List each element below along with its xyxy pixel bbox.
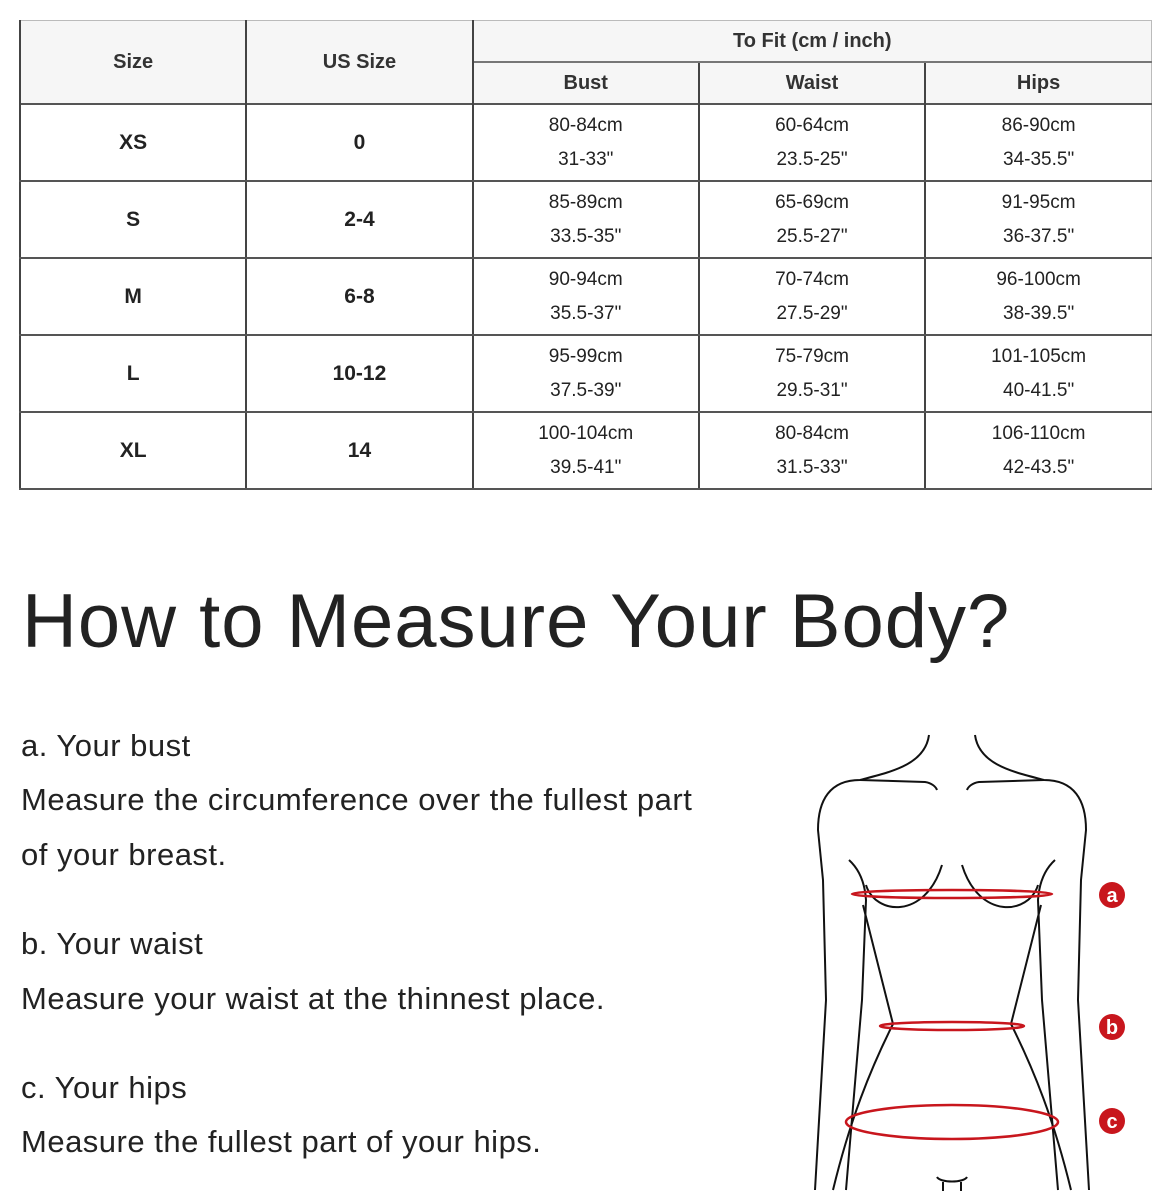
hips-inch: 40-41.5" xyxy=(1003,379,1075,401)
bust-measure-line xyxy=(850,888,1054,900)
size-cell: M xyxy=(18,257,248,336)
hips-cell: 86-90cm 34-35.5" xyxy=(924,103,1153,182)
bust-inch: 31-33" xyxy=(558,148,614,170)
header-size: Size xyxy=(18,20,248,105)
header-us-size: US Size xyxy=(245,20,474,105)
header-waist: Waist xyxy=(697,61,927,105)
header-hips: Hips xyxy=(924,61,1153,105)
table-row: S 2-4 85-89cm 33.5-35" 65-69cm 25.5-27" 91-95c… xyxy=(18,180,1153,259)
bust-cell: 95-99cm 37.5-39" xyxy=(471,334,700,413)
waist-instruction: Measure your waist at the thinnest place… xyxy=(21,981,605,1016)
hips-cell: 106-110cm 42-43.5" xyxy=(924,411,1153,490)
hips-cm: 91-95cm xyxy=(1001,191,1076,213)
crotch-line xyxy=(936,1176,968,1191)
waist-inch: 29.5-31" xyxy=(776,379,848,401)
us-size-cell: 2-4 xyxy=(245,180,474,259)
waist-inch: 27.5-29" xyxy=(776,302,848,324)
waist-inch: 31.5-33" xyxy=(776,456,848,478)
bust-instruction-line2: of your breast. xyxy=(21,837,227,872)
header-bust: Bust xyxy=(471,61,700,105)
waist-cm: 75-79cm xyxy=(775,345,849,367)
svg-text:a: a xyxy=(1106,885,1118,907)
bust-cm: 100-104cm xyxy=(538,422,634,444)
us-size-cell: 10-12 xyxy=(245,334,474,413)
bust-cm: 90-94cm xyxy=(548,268,623,290)
waist-cell: 80-84cm 31.5-33" xyxy=(697,411,927,490)
waist-heading: b. Your waist xyxy=(21,926,204,961)
hips-cm: 96-100cm xyxy=(996,268,1081,290)
waist-cm: 60-64cm xyxy=(775,114,849,136)
header-to-fit: To Fit (cm / inch) xyxy=(472,20,1152,63)
body-outline-right xyxy=(961,734,1090,1191)
measure-badge-c: c xyxy=(1099,1108,1125,1134)
us-size-cell: 0 xyxy=(245,103,474,182)
body-outline-left xyxy=(814,734,943,1191)
size-cell: XL xyxy=(18,411,248,490)
hips-cm: 86-90cm xyxy=(1001,114,1076,136)
waist-cm: 80-84cm xyxy=(775,422,849,444)
page-title: How to Measure Your Body? xyxy=(22,579,1011,664)
size-cell: S xyxy=(18,180,248,259)
hips-inch: 34-35.5" xyxy=(1003,148,1075,170)
hips-inch: 36-37.5" xyxy=(1003,225,1075,247)
bust-inch: 37.5-39" xyxy=(550,379,622,401)
table-row: XS 0 80-84cm 31-33" 60-64cm 23.5-25" 86-90cm 34… xyxy=(18,103,1153,182)
us-size-cell: 14 xyxy=(245,411,474,490)
hips-cell: 101-105cm 40-41.5" xyxy=(924,334,1153,413)
bust-heading: a. Your bust xyxy=(21,728,191,763)
hips-cell: 91-95cm 36-37.5" xyxy=(924,180,1153,259)
table-row: XL 14 100-104cm 39.5-41" 80-84cm 31.5-33" 106-… xyxy=(18,411,1153,490)
hips-inch: 42-43.5" xyxy=(1003,456,1075,478)
hips-measure-line xyxy=(844,1103,1060,1141)
bust-instruction-line1: Measure the circumference over the fulle… xyxy=(21,782,693,817)
hips-instruction: Measure the fullest part of your hips. xyxy=(21,1124,542,1159)
hips-heading: c. Your hips xyxy=(21,1070,188,1105)
hips-cell: 96-100cm 38-39.5" xyxy=(924,257,1153,336)
bust-cell: 100-104cm 39.5-41" xyxy=(471,411,700,490)
size-cell: XS xyxy=(18,103,248,182)
bust-cm: 80-84cm xyxy=(548,114,623,136)
svg-text:b: b xyxy=(1106,1017,1118,1039)
waist-cell: 65-69cm 25.5-27" xyxy=(697,180,927,259)
size-cell: L xyxy=(18,334,248,413)
waist-cell: 60-64cm 23.5-25" xyxy=(697,103,927,182)
bust-cell: 80-84cm 31-33" xyxy=(471,103,700,182)
table-row: M 6-8 90-94cm 35.5-37" 70-74cm 27.5-29" 96-100… xyxy=(18,257,1153,336)
bust-cm: 85-89cm xyxy=(548,191,623,213)
hips-cm: 106-110cm xyxy=(991,422,1086,444)
waist-inch: 25.5-27" xyxy=(776,225,848,247)
measure-badge-a: a xyxy=(1099,882,1125,908)
bust-inch: 33.5-35" xyxy=(550,225,622,247)
bust-cm: 95-99cm xyxy=(548,345,623,367)
waist-cm: 65-69cm xyxy=(775,191,849,213)
hips-inch: 38-39.5" xyxy=(1003,302,1075,324)
waist-cell: 70-74cm 27.5-29" xyxy=(697,257,927,336)
bust-inch: 35.5-37" xyxy=(550,302,622,324)
bust-cell: 90-94cm 35.5-37" xyxy=(471,257,700,336)
waist-cell: 75-79cm 29.5-31" xyxy=(697,334,927,413)
bust-cell: 85-89cm 33.5-35" xyxy=(471,180,700,259)
measure-badge-b: b xyxy=(1099,1014,1125,1040)
waist-measure-line xyxy=(878,1020,1026,1032)
hips-cm: 101-105cm xyxy=(991,345,1087,367)
waist-inch: 23.5-25" xyxy=(776,148,848,170)
us-size-cell: 6-8 xyxy=(245,257,474,336)
svg-text:c: c xyxy=(1106,1111,1117,1133)
waist-cm: 70-74cm xyxy=(775,268,849,290)
size-chart-table: Size US Size To Fit (cm / inch) Bust Wai… xyxy=(18,20,1153,490)
bust-inch: 39.5-41" xyxy=(550,456,622,478)
table-row: L 10-12 95-99cm 37.5-39" 75-79cm 29.5-31" 101-… xyxy=(18,334,1153,413)
